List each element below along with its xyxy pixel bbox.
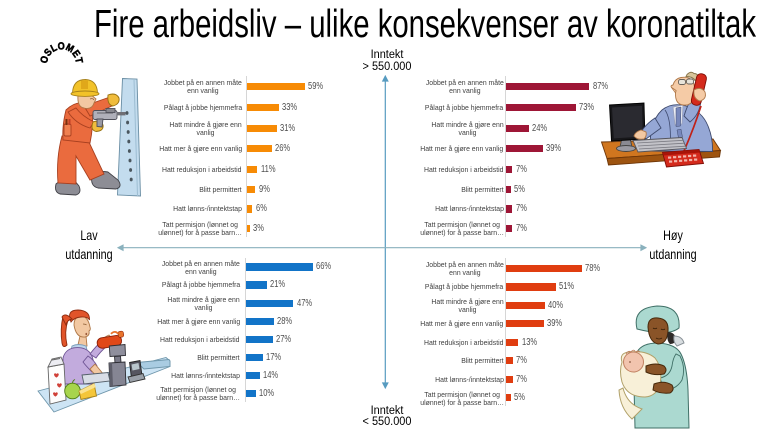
svg-text:OSLOMET: OSLOMET xyxy=(39,41,84,65)
